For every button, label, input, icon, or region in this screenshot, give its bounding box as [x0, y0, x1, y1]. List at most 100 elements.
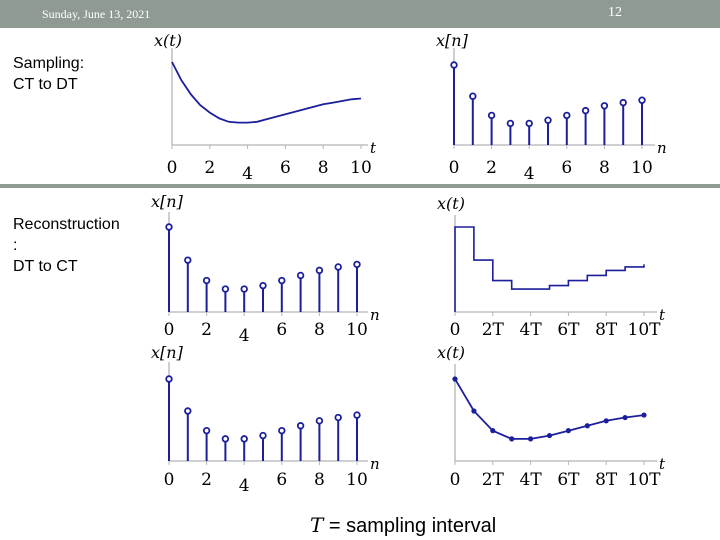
lin-point-7 — [584, 423, 590, 429]
dt1-tick-label-1: 2 — [486, 158, 497, 178]
dt1-point-6 — [563, 111, 571, 120]
dt3-point-9 — [334, 413, 342, 422]
ct-tick-label-0: 0 — [167, 158, 178, 178]
dt1-point-5 — [544, 116, 552, 124]
zoh-steps — [454, 226, 645, 312]
dt1-xlabel: n — [657, 139, 667, 157]
dt1-point-8 — [600, 102, 609, 110]
zoh-tick-label-4: 8T — [595, 320, 618, 340]
dt1-tick-label-5: 10 — [631, 158, 653, 178]
caption-text: = sampling interval — [323, 515, 497, 537]
ct-xlabel: t — [370, 139, 377, 157]
section-divider — [0, 184, 720, 188]
lin-curve — [454, 378, 645, 440]
zoh-xlabel: t — [659, 306, 666, 324]
dt3-tick-label-2: 4 — [239, 476, 250, 496]
dt3-point-3 — [221, 435, 230, 443]
dt2-point-6 — [278, 276, 286, 285]
dt1-point-4 — [525, 119, 533, 128]
zoh-ylabel: x(t) — [437, 194, 465, 213]
dt1-point-0 — [450, 61, 458, 69]
dt3-point-2 — [202, 426, 211, 435]
dt2-point-4 — [240, 285, 248, 293]
ct-tick-label-4: 8 — [318, 158, 329, 178]
lin-tick-label-3: 6T — [557, 470, 580, 490]
lin-point-5 — [546, 432, 553, 439]
dt2-point-1 — [184, 256, 192, 264]
dt3-point-4 — [240, 435, 248, 443]
lin-ylabel: x(t) — [437, 343, 465, 362]
dt2-tick-label-1: 2 — [201, 320, 212, 340]
lin-point-10 — [641, 412, 647, 418]
section-title-sampling: Sampling: CT to DT — [13, 55, 85, 93]
dt2-tick-label-4: 8 — [314, 320, 325, 340]
lin-point-3 — [509, 436, 515, 442]
dt2-xlabel: n — [370, 306, 380, 324]
dt2-ylabel: x[n] — [151, 192, 184, 211]
caption: T = sampling interval — [310, 513, 496, 538]
dt3-tick-label-1: 2 — [201, 470, 212, 490]
ct-tick-label-3: 6 — [280, 158, 291, 178]
lin-point-6 — [565, 428, 572, 434]
dt2-point-8 — [315, 266, 324, 275]
dt1-point-7 — [581, 106, 590, 115]
section-title-reconstruction: Reconstruction : DT to CT — [13, 216, 120, 275]
dt3-point-6 — [278, 426, 286, 435]
dt2-point-10 — [353, 260, 361, 269]
lin-tick-label-2: 4T — [520, 470, 543, 490]
header-bar: Sunday, June 13, 2021 12 — [0, 0, 720, 28]
dt3-xlabel: n — [370, 455, 380, 473]
zoh-tick-label-0: 0 — [450, 320, 461, 340]
dt3-tick-label-0: 0 — [164, 470, 175, 490]
dt3-point-5 — [259, 431, 267, 440]
dt3-point-8 — [315, 417, 324, 425]
dt3-ylabel: x[n] — [151, 343, 184, 362]
lin-tick-label-0: 0 — [450, 470, 461, 490]
zoh-tick-label-5: 10T — [628, 320, 662, 340]
dt2-point-9 — [334, 263, 342, 271]
page-number: 12 — [608, 5, 622, 20]
ct-ylabel: x(t) — [154, 31, 182, 50]
dt1-tick-label-0: 0 — [449, 158, 460, 178]
dt1-tick-label-4: 8 — [599, 158, 610, 178]
dt3-point-7 — [296, 422, 305, 430]
dt1-point-2 — [487, 111, 496, 120]
lin-xlabel: t — [659, 455, 666, 473]
zoh-tick-label-2: 4T — [520, 320, 543, 340]
dt1-tick-label-3: 6 — [561, 158, 572, 178]
caption-symbol: T — [310, 513, 324, 537]
dt2-tick-label-5: 10 — [346, 320, 368, 340]
lin-point-2 — [490, 428, 496, 434]
dt2-point-5 — [259, 281, 267, 290]
dt2-point-2 — [202, 276, 211, 285]
lin-point-4 — [528, 436, 534, 442]
dt1-point-9 — [619, 98, 627, 107]
dt3-point-1 — [184, 407, 192, 415]
dt1-point-1 — [469, 92, 477, 100]
dt2-point-3 — [221, 285, 230, 293]
zoh-tick-label-1: 2T — [482, 320, 505, 340]
lin-point-9 — [622, 414, 628, 421]
dt1-ylabel: x[n] — [436, 31, 469, 50]
dt3-tick-label-3: 6 — [276, 470, 287, 490]
dt2-point-0 — [165, 223, 173, 231]
lin-point-0 — [452, 376, 458, 382]
ct-tick-label-1: 2 — [204, 158, 215, 178]
lin-tick-label-5: 10T — [628, 470, 662, 490]
dt3-point-10 — [353, 411, 361, 419]
ct-tick-label-5: 10 — [350, 158, 372, 178]
ct-tick-label-2: 4 — [242, 164, 253, 184]
dt3-tick-label-5: 10 — [346, 470, 368, 490]
dt2-tick-label-3: 6 — [276, 320, 287, 340]
dt1-point-3 — [506, 119, 515, 128]
dt3-point-0 — [165, 375, 173, 383]
dt2-point-7 — [296, 271, 305, 280]
dt2-tick-label-2: 4 — [239, 326, 250, 346]
lin-point-8 — [603, 418, 609, 424]
dt1-tick-label-2: 4 — [524, 164, 535, 184]
lin-tick-label-1: 2T — [482, 470, 505, 490]
dt3-tick-label-4: 8 — [314, 470, 325, 490]
zoh-tick-label-3: 6T — [557, 320, 580, 340]
ct-curve — [171, 61, 362, 124]
